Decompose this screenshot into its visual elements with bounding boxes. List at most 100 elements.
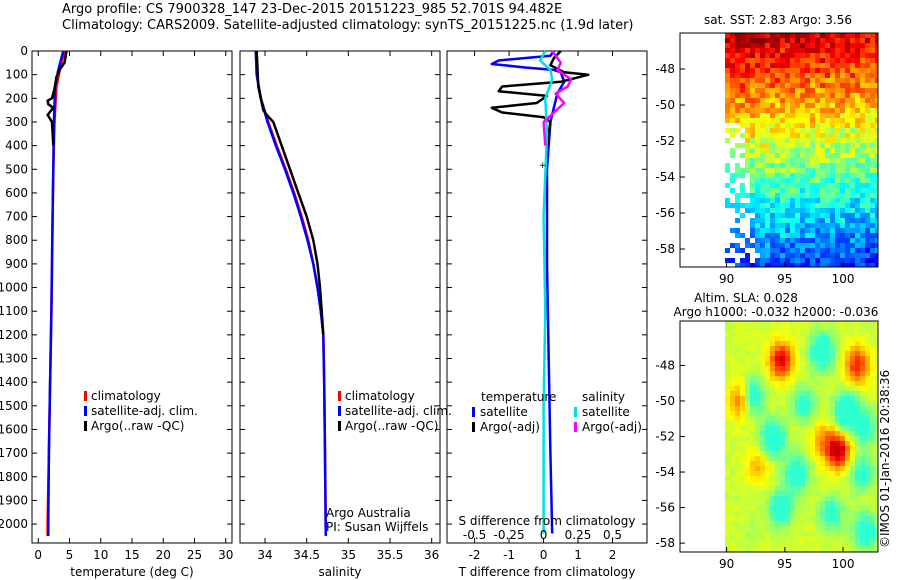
sst-map-cell xyxy=(845,108,850,113)
sst-map-cell xyxy=(835,123,840,128)
sst-map-cell xyxy=(810,123,815,128)
sla-map-cell xyxy=(800,521,805,526)
sst-map-cell xyxy=(845,153,850,158)
sst-map-cell xyxy=(870,138,875,143)
sla-map-cell xyxy=(850,516,855,521)
sla-map-cell xyxy=(775,401,780,406)
sst-map-cell xyxy=(765,133,770,138)
sst-map-ytick-label: -50 xyxy=(655,98,675,112)
sst-map-cell xyxy=(755,233,760,238)
sla-map-cell xyxy=(820,426,825,431)
sla-map-cell xyxy=(865,541,870,546)
sla-map-cell xyxy=(840,401,845,406)
sla-map-cell xyxy=(775,511,780,516)
sla-map-cell xyxy=(785,446,790,451)
sst-map-cell xyxy=(805,208,810,213)
sla-map-cell xyxy=(830,536,835,541)
sst-map-cell xyxy=(725,73,730,78)
sla-map-cell xyxy=(760,491,765,496)
sla-map-cell xyxy=(775,421,780,426)
sst-map-cell xyxy=(860,33,865,38)
sla-map-cell xyxy=(870,376,875,381)
sla-map-cell xyxy=(730,336,735,341)
sla-map-cell xyxy=(750,391,755,396)
sla-map-cell xyxy=(750,346,755,351)
sst-map-cell xyxy=(810,163,815,168)
sla-map-cell xyxy=(750,546,755,551)
sst-map-cell xyxy=(790,173,795,178)
sst-map-cell xyxy=(755,253,760,258)
sla-map-cell xyxy=(795,436,800,441)
sst-map-cell xyxy=(805,183,810,188)
sla-map-cell xyxy=(785,336,790,341)
sla-map-cell xyxy=(835,386,840,391)
sst-map-cell xyxy=(765,238,770,243)
sst-map-cell xyxy=(755,238,760,243)
sst-map-cell xyxy=(855,148,860,153)
sla-map-cell xyxy=(770,421,775,426)
sla-map-cell xyxy=(755,326,760,331)
sst-map-cell xyxy=(830,198,835,203)
sst-map-cell xyxy=(855,238,860,243)
sst-map-cell xyxy=(785,183,790,188)
sla-map-cell xyxy=(770,406,775,411)
sst-map-cell xyxy=(780,228,785,233)
sst-map-cell xyxy=(875,103,878,108)
sst-map-cell xyxy=(820,78,825,83)
sla-map-cell xyxy=(805,386,810,391)
sla-map-cell xyxy=(775,356,780,361)
sla-map-cell xyxy=(830,501,835,506)
sst-map-cell xyxy=(865,253,870,258)
sla-map-title: Altim. SLA: 0.028 xyxy=(694,291,798,305)
sst-map-cell xyxy=(730,98,735,103)
sla-map-cell xyxy=(730,511,735,516)
sla-map-cell xyxy=(770,546,775,551)
sla-map-cell xyxy=(875,366,878,371)
sla-map-cell xyxy=(810,416,815,421)
sst-map-cell xyxy=(815,228,820,233)
sla-map-cell xyxy=(855,421,860,426)
sst-map-cell xyxy=(765,228,770,233)
sst-map-cell xyxy=(815,198,820,203)
sla-map-cell xyxy=(750,386,755,391)
sst-map-cell xyxy=(820,88,825,93)
sla-map-cell xyxy=(795,391,800,396)
sla-map-cell xyxy=(815,331,820,336)
sst-map-cell xyxy=(745,218,750,223)
sla-map-cell xyxy=(780,401,785,406)
sst-map-cell xyxy=(765,88,770,93)
sla-map-cell xyxy=(785,346,790,351)
sst-map-cell xyxy=(800,68,805,73)
sla-map-cell xyxy=(760,321,765,326)
sst-map-cell xyxy=(765,128,770,133)
sla-map-cell xyxy=(795,396,800,401)
sla-map-cell xyxy=(840,326,845,331)
sla-map-cell xyxy=(735,321,740,326)
sst-map-cell xyxy=(795,98,800,103)
sla-map-cell xyxy=(760,326,765,331)
sst-map-cell xyxy=(845,123,850,128)
sla-map-cell xyxy=(730,406,735,411)
sst-map-cell xyxy=(755,138,760,143)
sst-map-cell xyxy=(860,198,865,203)
sst-map-cell xyxy=(800,213,805,218)
sla-map-cell xyxy=(800,526,805,531)
sla-map-cell xyxy=(760,356,765,361)
sla-map-cell xyxy=(725,516,730,521)
sla-map-cell xyxy=(730,516,735,521)
sla-map-cell xyxy=(730,541,735,546)
sst-map-cell xyxy=(840,53,845,58)
sla-map-cell xyxy=(760,451,765,456)
sst-map-cell xyxy=(845,243,850,248)
sst-map-cell xyxy=(825,143,830,148)
sst-map-cell xyxy=(760,113,765,118)
sla-map-cell xyxy=(865,466,870,471)
sst-map-cell xyxy=(745,98,750,103)
sst-map-cell xyxy=(735,233,740,238)
sst-map-cell xyxy=(775,163,780,168)
salinity-legend-swatch xyxy=(338,421,341,431)
sst-map-cell xyxy=(865,178,870,183)
sst-map-cell xyxy=(770,33,775,38)
sst-map-cell xyxy=(750,153,755,158)
sst-map-cell xyxy=(835,48,840,53)
